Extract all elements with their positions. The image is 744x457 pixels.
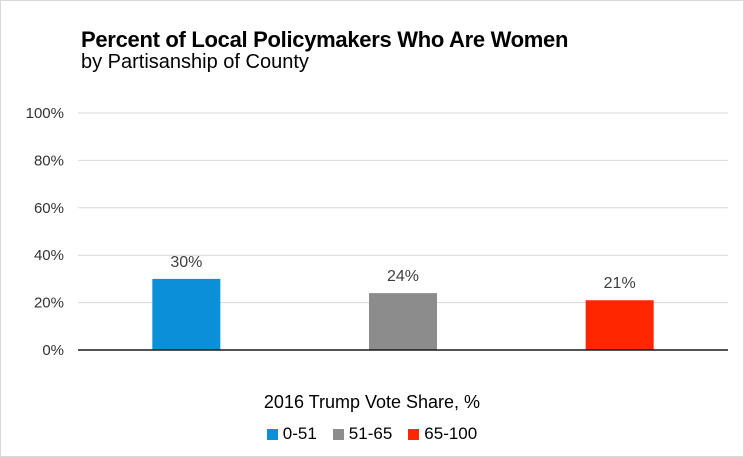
chart-title: Percent of Local Policymakers Who Are Wo… bbox=[81, 27, 569, 52]
bar-51-65 bbox=[369, 293, 437, 350]
legend-swatch-65-100 bbox=[408, 428, 420, 440]
data-label-51-65: 24% bbox=[387, 268, 419, 285]
data-label-0-51: 30% bbox=[170, 254, 202, 271]
legend-item-65-100: 65-100 bbox=[408, 424, 477, 444]
legend: 0-51 51-65 65-100 bbox=[0, 424, 744, 444]
legend-swatch-0-51 bbox=[266, 428, 278, 440]
y-tick-label-100: 100% bbox=[26, 105, 64, 122]
bar-65-100 bbox=[585, 300, 654, 350]
bar-0-51 bbox=[152, 278, 221, 350]
chart-subtitle: by Partisanship of County bbox=[81, 51, 309, 73]
y-tick-label-60: 60% bbox=[34, 200, 64, 217]
x-axis-title: 2016 Trump Vote Share, % bbox=[263, 392, 481, 412]
y-tick-label-40: 40% bbox=[34, 247, 64, 264]
legend-label-51-65: 51-65 bbox=[348, 424, 393, 443]
legend-item-0-51: 0-51 bbox=[266, 424, 317, 444]
y-tick-label-20: 20% bbox=[34, 295, 64, 312]
legend-label-65-100: 65-100 bbox=[424, 424, 478, 443]
y-tick-label-80: 80% bbox=[34, 152, 64, 169]
legend-label-0-51: 0-51 bbox=[282, 424, 317, 443]
legend-item-51-65: 51-65 bbox=[332, 424, 393, 444]
legend-swatch-51-65 bbox=[332, 428, 344, 440]
y-tick-label-0: 0% bbox=[42, 342, 64, 359]
data-label-65-100: 21% bbox=[604, 275, 636, 292]
